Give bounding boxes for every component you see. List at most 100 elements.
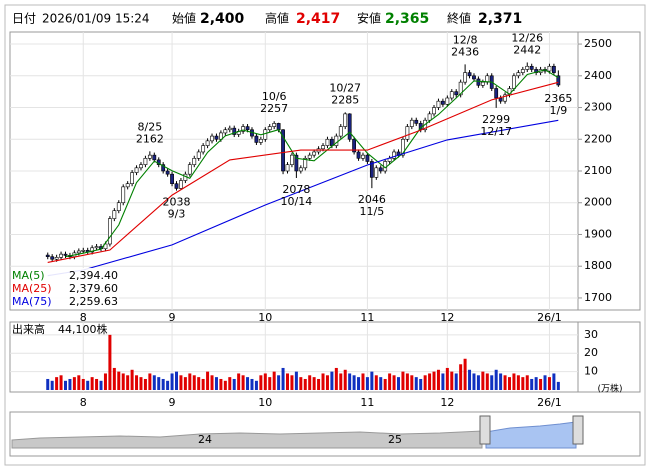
volume-bar	[410, 375, 414, 390]
volume-bar	[428, 373, 432, 390]
candle-body	[90, 247, 95, 253]
volume-bar	[388, 373, 392, 390]
candle-body	[312, 151, 317, 156]
volume-bar	[508, 377, 511, 390]
volume-bar	[95, 378, 99, 390]
volume-bar	[294, 371, 298, 390]
legend-name: MA(75)	[12, 295, 52, 308]
navigator-label: 25	[388, 433, 402, 446]
candle-body	[547, 65, 552, 72]
candle-body	[272, 123, 277, 127]
candle-body	[361, 154, 365, 159]
candle-body	[139, 164, 143, 169]
volume-bar	[148, 373, 152, 390]
volume-bar	[405, 373, 409, 390]
candle-body	[281, 129, 285, 172]
volume-bar	[432, 371, 436, 390]
annotation-date: 8/25	[138, 120, 163, 133]
volume-bar	[90, 377, 94, 390]
x-tick-label: 26/1	[537, 396, 562, 409]
candle-body	[458, 81, 463, 96]
volume-bar	[219, 378, 223, 390]
candle-body	[125, 183, 130, 188]
candle-body	[63, 253, 68, 256]
y-tick-label: 2000	[584, 196, 612, 209]
candle-body	[192, 158, 197, 165]
volume-bar	[223, 380, 227, 390]
y-tick-label: 1800	[584, 259, 612, 272]
candle-body	[525, 65, 530, 70]
volume-bar	[352, 375, 356, 390]
y-tick-label: 1700	[584, 291, 612, 304]
volume-bar	[308, 375, 312, 390]
candle-body	[294, 154, 299, 172]
volume-bar	[86, 380, 90, 390]
candle-body	[232, 127, 237, 135]
volume-bar	[445, 367, 449, 390]
candle-body	[94, 246, 99, 249]
x-tick-label: 12	[440, 311, 454, 324]
x-tick-label: 11	[360, 311, 374, 324]
annotation-date: 10/27	[329, 81, 361, 94]
candle-body	[54, 257, 59, 260]
annotation-date: 1/9	[549, 104, 567, 117]
volume-bar	[192, 375, 196, 390]
navigator-handle[interactable]	[479, 415, 491, 445]
volume-bar	[64, 380, 67, 390]
volume-bar	[525, 375, 529, 390]
volume-bar	[81, 378, 85, 390]
annotation-price: 2038	[163, 196, 191, 209]
volume-bar	[419, 378, 423, 390]
volume-panel	[9, 321, 641, 393]
annotation-date: 12/26	[511, 31, 543, 44]
volume-bar	[374, 375, 378, 390]
candle-body	[520, 69, 525, 73]
volume-bar	[370, 371, 374, 390]
volume-bar	[254, 380, 258, 390]
x-tick-label: 8	[80, 311, 87, 324]
x-tick-label: 8	[80, 396, 87, 409]
legend-value: 2,394.40	[69, 269, 118, 282]
candle-body	[445, 97, 450, 105]
candle-body	[174, 183, 179, 189]
candle-body	[143, 158, 148, 165]
volume-bar	[476, 375, 480, 390]
candle-body	[454, 91, 459, 96]
y-axis-unit: (万株)	[597, 383, 622, 395]
candle-body	[325, 138, 330, 146]
volume-bar	[214, 377, 218, 390]
candle-body	[498, 97, 503, 102]
volume-bar	[543, 375, 547, 390]
x-tick-label: 10	[258, 396, 272, 409]
date: 2026/01/09 15:24	[42, 12, 150, 26]
legend-box	[11, 268, 119, 309]
volume-bar	[250, 378, 254, 390]
navigator-label: 24	[198, 433, 212, 446]
volume-bar	[210, 375, 214, 390]
candle-body	[290, 154, 294, 165]
volume-bar	[361, 373, 365, 390]
volume-bar	[472, 373, 476, 390]
y-tick-label: 10	[584, 365, 598, 378]
volume-bar	[161, 378, 165, 390]
volume-bar	[348, 373, 352, 390]
x-tick-label: 9	[169, 311, 176, 324]
navigator-handle[interactable]	[572, 415, 584, 445]
volume-bar	[99, 380, 103, 390]
volume-bar	[343, 369, 347, 390]
candle-body	[365, 154, 370, 162]
candle-body	[210, 135, 214, 142]
candle-body	[108, 218, 112, 245]
volume-bar	[143, 378, 147, 390]
volume-bar	[450, 371, 454, 390]
header-value: 2,365	[385, 11, 429, 27]
candle-body	[343, 113, 348, 127]
candle-body	[401, 138, 405, 156]
candle-body	[463, 72, 468, 83]
volume-bar	[503, 375, 507, 390]
volume-bar	[55, 377, 59, 390]
volume-bar	[401, 371, 405, 390]
annotation-price: 2078	[282, 183, 310, 196]
candle-body	[45, 254, 50, 257]
volume-bar	[277, 375, 281, 390]
